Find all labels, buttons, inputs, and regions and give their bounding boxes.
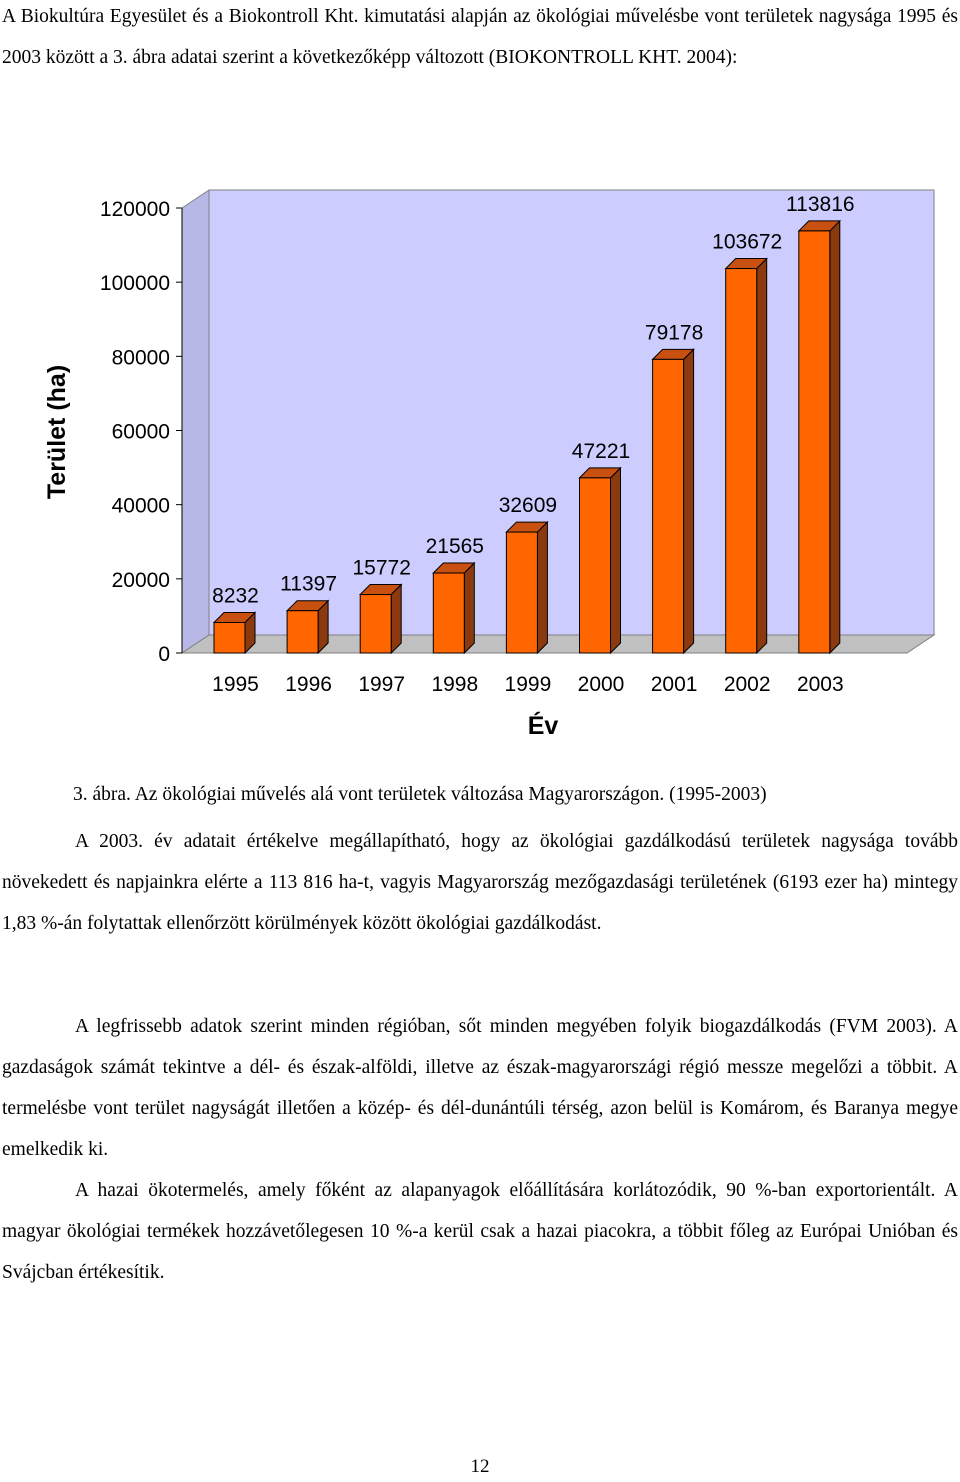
bar-1997: 15772 xyxy=(352,557,411,655)
data-label: 113816 xyxy=(786,193,855,216)
bar-side xyxy=(829,219,841,655)
y-tick-label: 120000 xyxy=(100,198,170,221)
y-tick-label: 100000 xyxy=(100,272,170,295)
data-label: 32609 xyxy=(499,494,557,517)
bar-side xyxy=(463,561,475,655)
bar-front xyxy=(798,230,831,654)
x-tick-label: 2001 xyxy=(651,673,698,696)
x-tick-label: 1996 xyxy=(285,673,332,696)
bar-front xyxy=(432,572,465,654)
bar-front xyxy=(725,268,758,654)
bar-1995: 8232 xyxy=(212,584,259,655)
intro-paragraph: A Biokultúra Egyesület és a Biokontroll … xyxy=(2,6,958,68)
x-tick-label: 1995 xyxy=(212,673,259,696)
bar-2001: 79178 xyxy=(645,321,703,655)
bar-front xyxy=(213,621,246,654)
side-wall xyxy=(181,189,210,654)
bar-chart: 0 20000 40000 60000 80000 100000 120000 8232 11… xyxy=(43,189,936,740)
x-tick-label: 1997 xyxy=(358,673,405,696)
data-label: 47221 xyxy=(572,440,630,463)
bar-side xyxy=(536,520,548,655)
bar-side xyxy=(390,583,402,655)
figure-caption: 3. ábra. Az ökológiai művelés alá vont t… xyxy=(73,784,767,805)
body-paragraph-3: A hazai ökotermelés, amely főként az ala… xyxy=(2,1180,958,1283)
y-axis-label: Terület (ha) xyxy=(43,365,71,499)
x-axis-label: Év xyxy=(528,711,559,740)
bar-front xyxy=(286,610,319,654)
x-tick-label: 1999 xyxy=(505,673,552,696)
bar-2002: 103672 xyxy=(712,231,782,655)
bar-front xyxy=(579,477,611,654)
y-tick-label: 20000 xyxy=(112,569,170,592)
body-paragraph-1: A 2003. év adatait értékelve megállapíth… xyxy=(2,831,958,934)
bar-side xyxy=(756,257,768,655)
page-number: 12 xyxy=(470,1456,490,1477)
y-tick-label: 40000 xyxy=(112,495,170,518)
y-axis-ticks: 0 20000 40000 60000 80000 100000 120000 xyxy=(100,198,183,666)
x-axis-ticks: 1995 1996 1997 1998 1999 2000 2001 2002 2003 xyxy=(212,673,844,696)
bar-side xyxy=(610,466,621,655)
x-tick-label: 2003 xyxy=(797,673,844,696)
data-label: 8232 xyxy=(212,584,259,607)
bar-front xyxy=(505,531,538,654)
body-paragraph-2: A legfrissebb adatok szerint minden régi… xyxy=(2,1016,958,1160)
bars: 8232 11397 15772 21565 32609 47221 79178 103672… xyxy=(212,193,855,655)
bar-1998: 21565 xyxy=(426,535,484,655)
bar-front xyxy=(359,594,392,654)
x-tick-label: 2000 xyxy=(578,673,625,696)
bar-2000: 47221 xyxy=(572,440,630,655)
data-label: 21565 xyxy=(426,535,484,558)
bar-1996: 11397 xyxy=(280,573,337,655)
x-tick-label: 2002 xyxy=(724,673,771,696)
bar-front xyxy=(652,358,685,654)
y-tick-label: 60000 xyxy=(112,421,170,444)
y-tick-label: 0 xyxy=(158,643,170,666)
bar-side xyxy=(683,348,695,655)
data-label: 15772 xyxy=(352,557,410,580)
data-label: 11397 xyxy=(280,573,337,596)
bar-2003: 113816 xyxy=(786,193,855,655)
data-label: 103672 xyxy=(712,231,782,254)
x-tick-label: 1998 xyxy=(431,673,478,696)
bar-1999: 32609 xyxy=(499,494,557,655)
y-tick-label: 80000 xyxy=(112,346,170,369)
data-label: 79178 xyxy=(645,321,703,344)
